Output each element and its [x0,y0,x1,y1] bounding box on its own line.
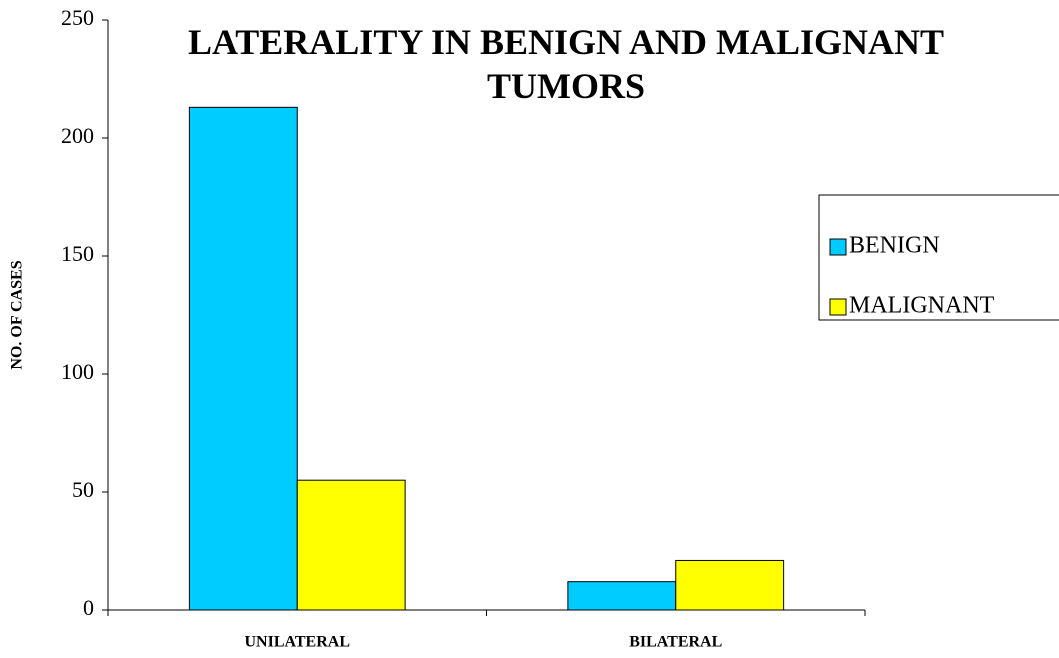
legend-label: MALIGNANT [849,293,995,319]
x-tick-label: BILATERAL [629,634,722,651]
y-tick-label: 200 [61,123,94,148]
legend-box [818,194,1059,321]
chart-title: LATERALITY IN BENIGN AND MALIGNANT TUMOR… [187,22,945,106]
bar [567,581,677,611]
legend-swatch [829,298,847,316]
y-tick-label: 100 [61,359,94,384]
x-tick-label: UNILATERAL [245,634,351,651]
legend-swatch [829,238,847,256]
legend-label: BENIGN [849,233,940,259]
y-tick-label: 150 [61,241,94,266]
y-axis-label: NO. OF CASES [9,260,26,369]
y-tick-label: 0 [83,595,94,620]
y-tick-label: 250 [61,5,94,30]
y-tick-label: 50 [72,477,94,502]
bar [296,479,406,611]
bar [675,559,785,611]
bar [188,106,298,611]
